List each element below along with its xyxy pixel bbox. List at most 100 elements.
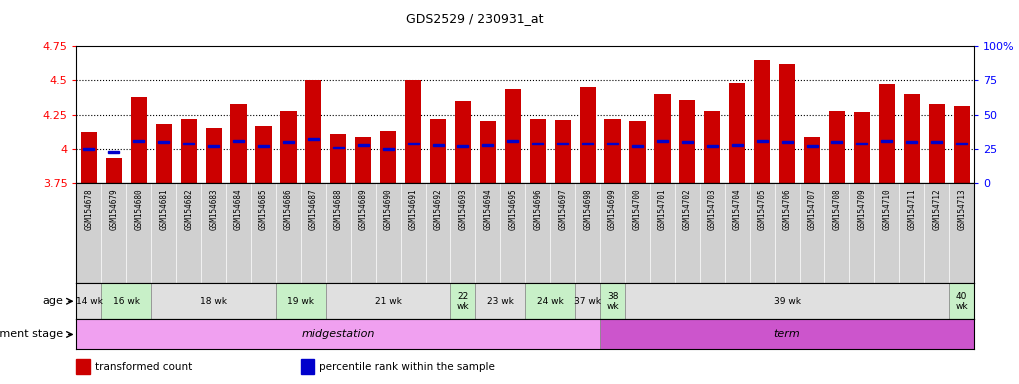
- Bar: [101, 283, 151, 319]
- Text: GSM154685: GSM154685: [259, 188, 268, 230]
- Bar: [806, 145, 816, 147]
- Bar: [729, 83, 745, 183]
- Bar: [803, 137, 819, 183]
- Text: GSM154692: GSM154692: [433, 188, 442, 230]
- Bar: [106, 159, 122, 183]
- Text: GSM154710: GSM154710: [881, 188, 891, 230]
- Bar: [599, 283, 625, 319]
- Bar: [731, 144, 742, 146]
- Text: GSM154678: GSM154678: [85, 188, 94, 230]
- Text: 24 wk: 24 wk: [536, 297, 564, 306]
- Bar: [130, 97, 147, 183]
- Bar: [282, 141, 293, 143]
- Bar: [408, 142, 418, 144]
- Text: GSM154694: GSM154694: [483, 188, 492, 230]
- Bar: [532, 142, 543, 144]
- Bar: [632, 145, 642, 147]
- Bar: [450, 283, 475, 319]
- Text: GSM154695: GSM154695: [507, 188, 517, 230]
- Bar: [828, 111, 844, 183]
- Text: GSM154684: GSM154684: [233, 188, 243, 230]
- Bar: [330, 134, 346, 183]
- Bar: [504, 89, 521, 183]
- Text: 38
wk: 38 wk: [605, 291, 619, 311]
- Text: 40
wk: 40 wk: [955, 291, 967, 311]
- Bar: [953, 106, 969, 183]
- Bar: [781, 141, 792, 143]
- Bar: [604, 119, 620, 183]
- Bar: [949, 283, 973, 319]
- Bar: [582, 142, 592, 144]
- Text: GSM154700: GSM154700: [633, 188, 641, 230]
- Bar: [656, 140, 667, 142]
- Bar: [606, 142, 618, 144]
- Bar: [556, 142, 568, 144]
- Bar: [258, 145, 269, 147]
- Bar: [475, 283, 525, 319]
- Bar: [877, 84, 894, 183]
- Bar: [599, 319, 973, 349]
- Text: GSM154698: GSM154698: [583, 188, 592, 230]
- Text: GSM154699: GSM154699: [607, 188, 616, 230]
- Bar: [151, 283, 276, 319]
- Bar: [358, 144, 368, 146]
- Bar: [405, 80, 421, 183]
- Text: 39 wk: 39 wk: [772, 297, 800, 306]
- Text: GSM154712: GSM154712: [931, 188, 941, 230]
- Text: 22
wk: 22 wk: [457, 291, 469, 311]
- Bar: [84, 148, 95, 150]
- Bar: [554, 120, 571, 183]
- Text: GSM154711: GSM154711: [906, 188, 915, 230]
- Bar: [355, 137, 371, 183]
- Text: GSM154688: GSM154688: [333, 188, 342, 230]
- Text: percentile rank within the sample: percentile rank within the sample: [319, 362, 494, 372]
- Text: GDS2529 / 230931_at: GDS2529 / 230931_at: [406, 12, 542, 25]
- Text: GSM154696: GSM154696: [533, 188, 542, 230]
- Text: GSM154708: GSM154708: [832, 188, 841, 230]
- Bar: [880, 140, 892, 142]
- Bar: [308, 138, 319, 140]
- Text: GSM154713: GSM154713: [956, 188, 965, 230]
- Bar: [380, 131, 395, 183]
- Bar: [529, 119, 545, 183]
- Text: GSM154683: GSM154683: [209, 188, 218, 230]
- Text: 37 wk: 37 wk: [574, 297, 600, 306]
- Text: 14 wk: 14 wk: [75, 297, 102, 306]
- Bar: [679, 99, 695, 183]
- Text: midgestation: midgestation: [302, 329, 375, 339]
- Bar: [183, 142, 194, 144]
- Text: GSM154706: GSM154706: [782, 188, 791, 230]
- Text: 16 wk: 16 wk: [113, 297, 140, 306]
- Bar: [382, 148, 393, 150]
- Bar: [625, 283, 949, 319]
- Text: GSM154709: GSM154709: [857, 188, 865, 230]
- Text: 23 wk: 23 wk: [486, 297, 514, 306]
- Text: GSM154687: GSM154687: [309, 188, 318, 230]
- Bar: [305, 80, 321, 183]
- Bar: [506, 140, 518, 142]
- Text: GSM154702: GSM154702: [682, 188, 691, 230]
- Text: GSM154704: GSM154704: [732, 188, 741, 230]
- Bar: [454, 101, 471, 183]
- Bar: [76, 283, 101, 319]
- Bar: [432, 144, 443, 146]
- Bar: [458, 145, 468, 147]
- Bar: [430, 119, 445, 183]
- Bar: [230, 104, 247, 183]
- Bar: [706, 145, 717, 147]
- Bar: [525, 283, 575, 319]
- Text: 19 wk: 19 wk: [287, 297, 314, 306]
- Bar: [629, 121, 645, 183]
- Bar: [158, 141, 169, 143]
- Bar: [332, 147, 343, 149]
- Bar: [906, 141, 916, 143]
- Bar: [930, 141, 942, 143]
- Bar: [108, 151, 119, 152]
- Bar: [205, 128, 221, 183]
- Bar: [133, 140, 144, 142]
- Bar: [753, 60, 769, 183]
- Bar: [156, 124, 171, 183]
- Text: GSM154689: GSM154689: [359, 188, 368, 230]
- Bar: [682, 141, 692, 143]
- Text: GSM154697: GSM154697: [557, 188, 567, 230]
